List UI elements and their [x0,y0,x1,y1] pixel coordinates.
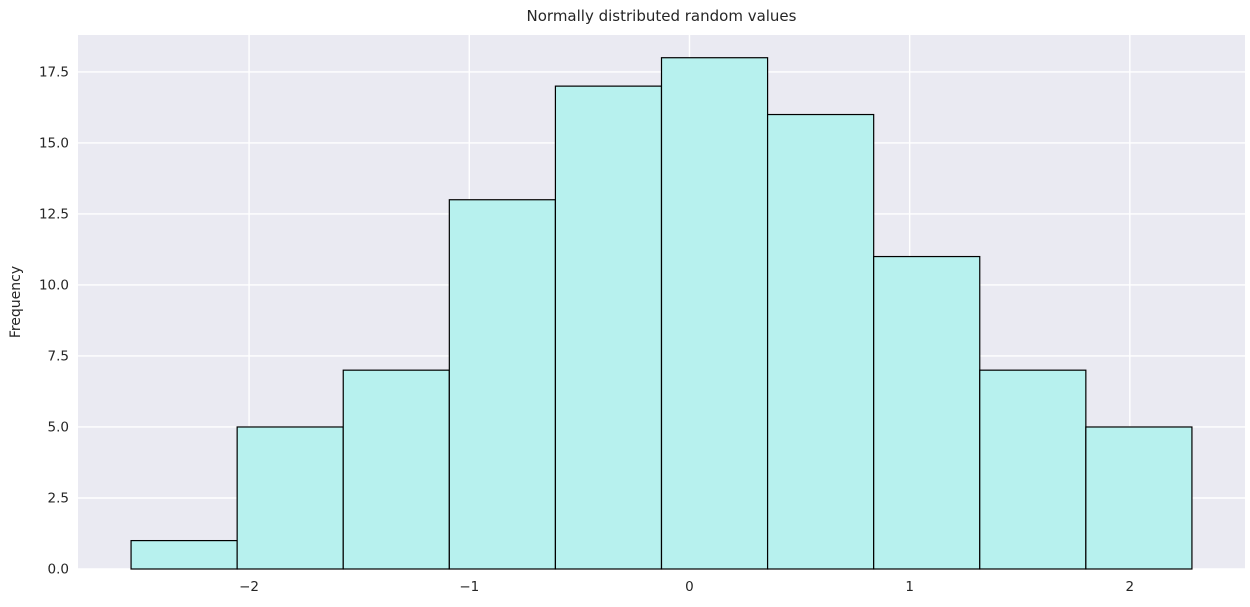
y-axis-label: Frequency [8,265,24,339]
histogram-bar [979,369,1087,570]
x-tick-label: 1 [905,579,914,595]
histogram-bar [130,539,238,570]
histogram-bar [342,369,450,570]
y-tick-label: 17.5 [39,64,69,80]
x-tick-label: 0 [685,579,694,595]
histogram-bar [873,255,981,570]
y-tick-label: 5.0 [48,419,69,435]
chart-title: Normally distributed random values [526,7,797,25]
x-tick-label: −2 [239,579,259,595]
y-tick-label: 10.0 [39,277,69,293]
y-tick-label: 7.5 [48,348,69,364]
y-tick-label: 15.0 [39,135,69,151]
histogram-bar [660,57,769,570]
y-tick-label: 2.5 [48,490,69,506]
histogram-bar [1085,426,1193,570]
y-tick-label: 12.5 [39,206,69,222]
histogram-bar [448,199,557,570]
y-tick-label: 0.0 [48,562,69,578]
histogram-bar [554,85,663,570]
x-tick-label: −1 [459,579,479,595]
histogram-bar [236,426,344,570]
histogram-bar [766,113,875,570]
x-tick-label: 2 [1126,579,1135,595]
